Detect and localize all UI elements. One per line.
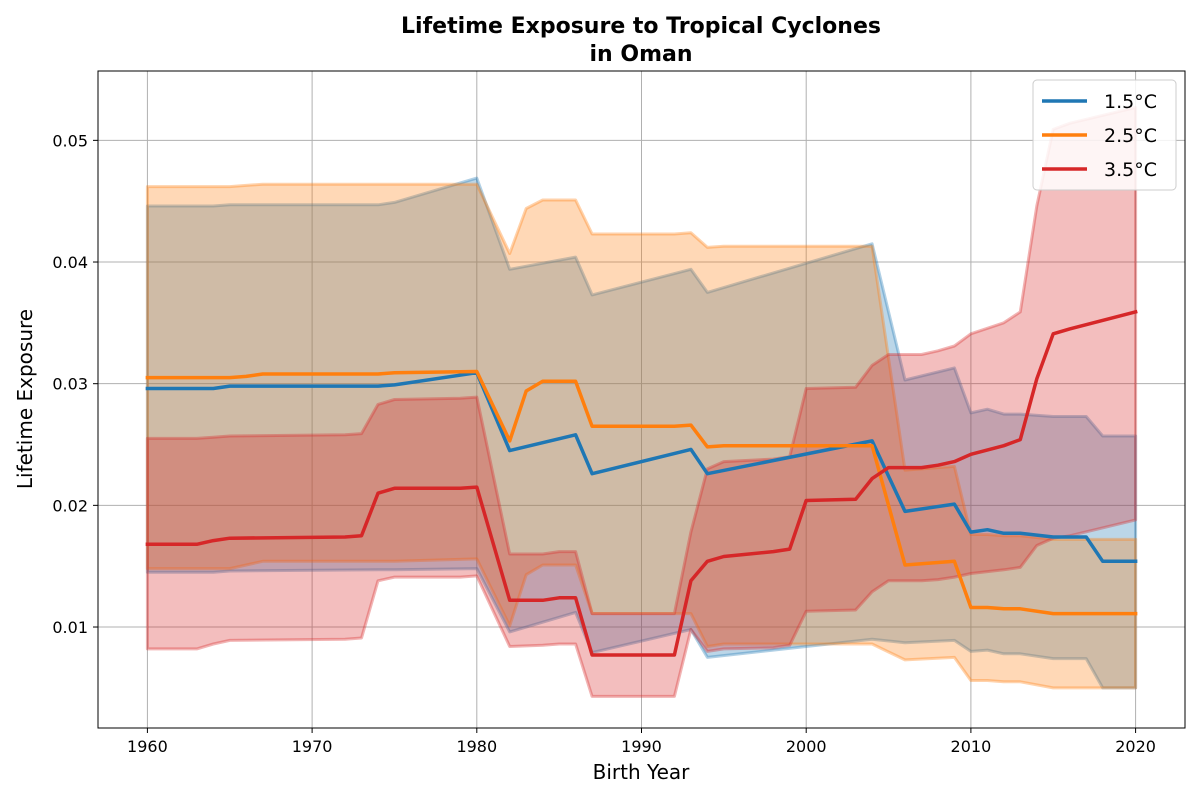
chart-title: Lifetime Exposure to Tropical Cyclones	[401, 14, 881, 39]
legend-label: 1.5°C	[1104, 91, 1157, 113]
x-tick-label: 1980	[456, 737, 497, 756]
x-tick-label: 1990	[621, 737, 662, 756]
legend-label: 2.5°C	[1104, 125, 1157, 147]
band-series-3	[145, 106, 1138, 698]
x-tick-label: 2020	[1115, 737, 1156, 756]
x-tick-label: 2010	[951, 737, 992, 756]
line-series-3	[145, 309, 1138, 657]
y-tick-label: 0.05	[52, 131, 88, 150]
legend-label: 3.5°C	[1104, 159, 1157, 181]
x-tick-label: 1970	[292, 737, 333, 756]
y-tick-label: 0.04	[52, 253, 88, 272]
y-tick-label: 0.02	[52, 496, 88, 515]
y-tick-label: 0.03	[52, 375, 88, 394]
y-tick-label: 0.01	[52, 618, 88, 637]
line-series-1	[145, 370, 1138, 564]
legend: 1.5°C 2.5°C 3.5°C	[1032, 79, 1177, 191]
uncertainty-bands	[145, 106, 1138, 698]
series-lines	[145, 309, 1138, 657]
band-series-1	[145, 176, 1138, 690]
band-series-2	[145, 182, 1138, 690]
line-series-2	[145, 369, 1138, 616]
y-axis-label: Lifetime Exposure	[13, 309, 37, 489]
chart-subtitle: in Oman	[590, 42, 693, 67]
x-tick-label: 1960	[127, 737, 168, 756]
legend-box	[1032, 79, 1177, 191]
x-axis-label: Birth Year	[593, 760, 690, 784]
x-tick-label: 2000	[786, 737, 827, 756]
axis-ticks: 1960 1970 1980 1990 2000 2010 2020 0.01 0.02 0.03…	[52, 131, 1156, 756]
grid	[98, 71, 1185, 728]
